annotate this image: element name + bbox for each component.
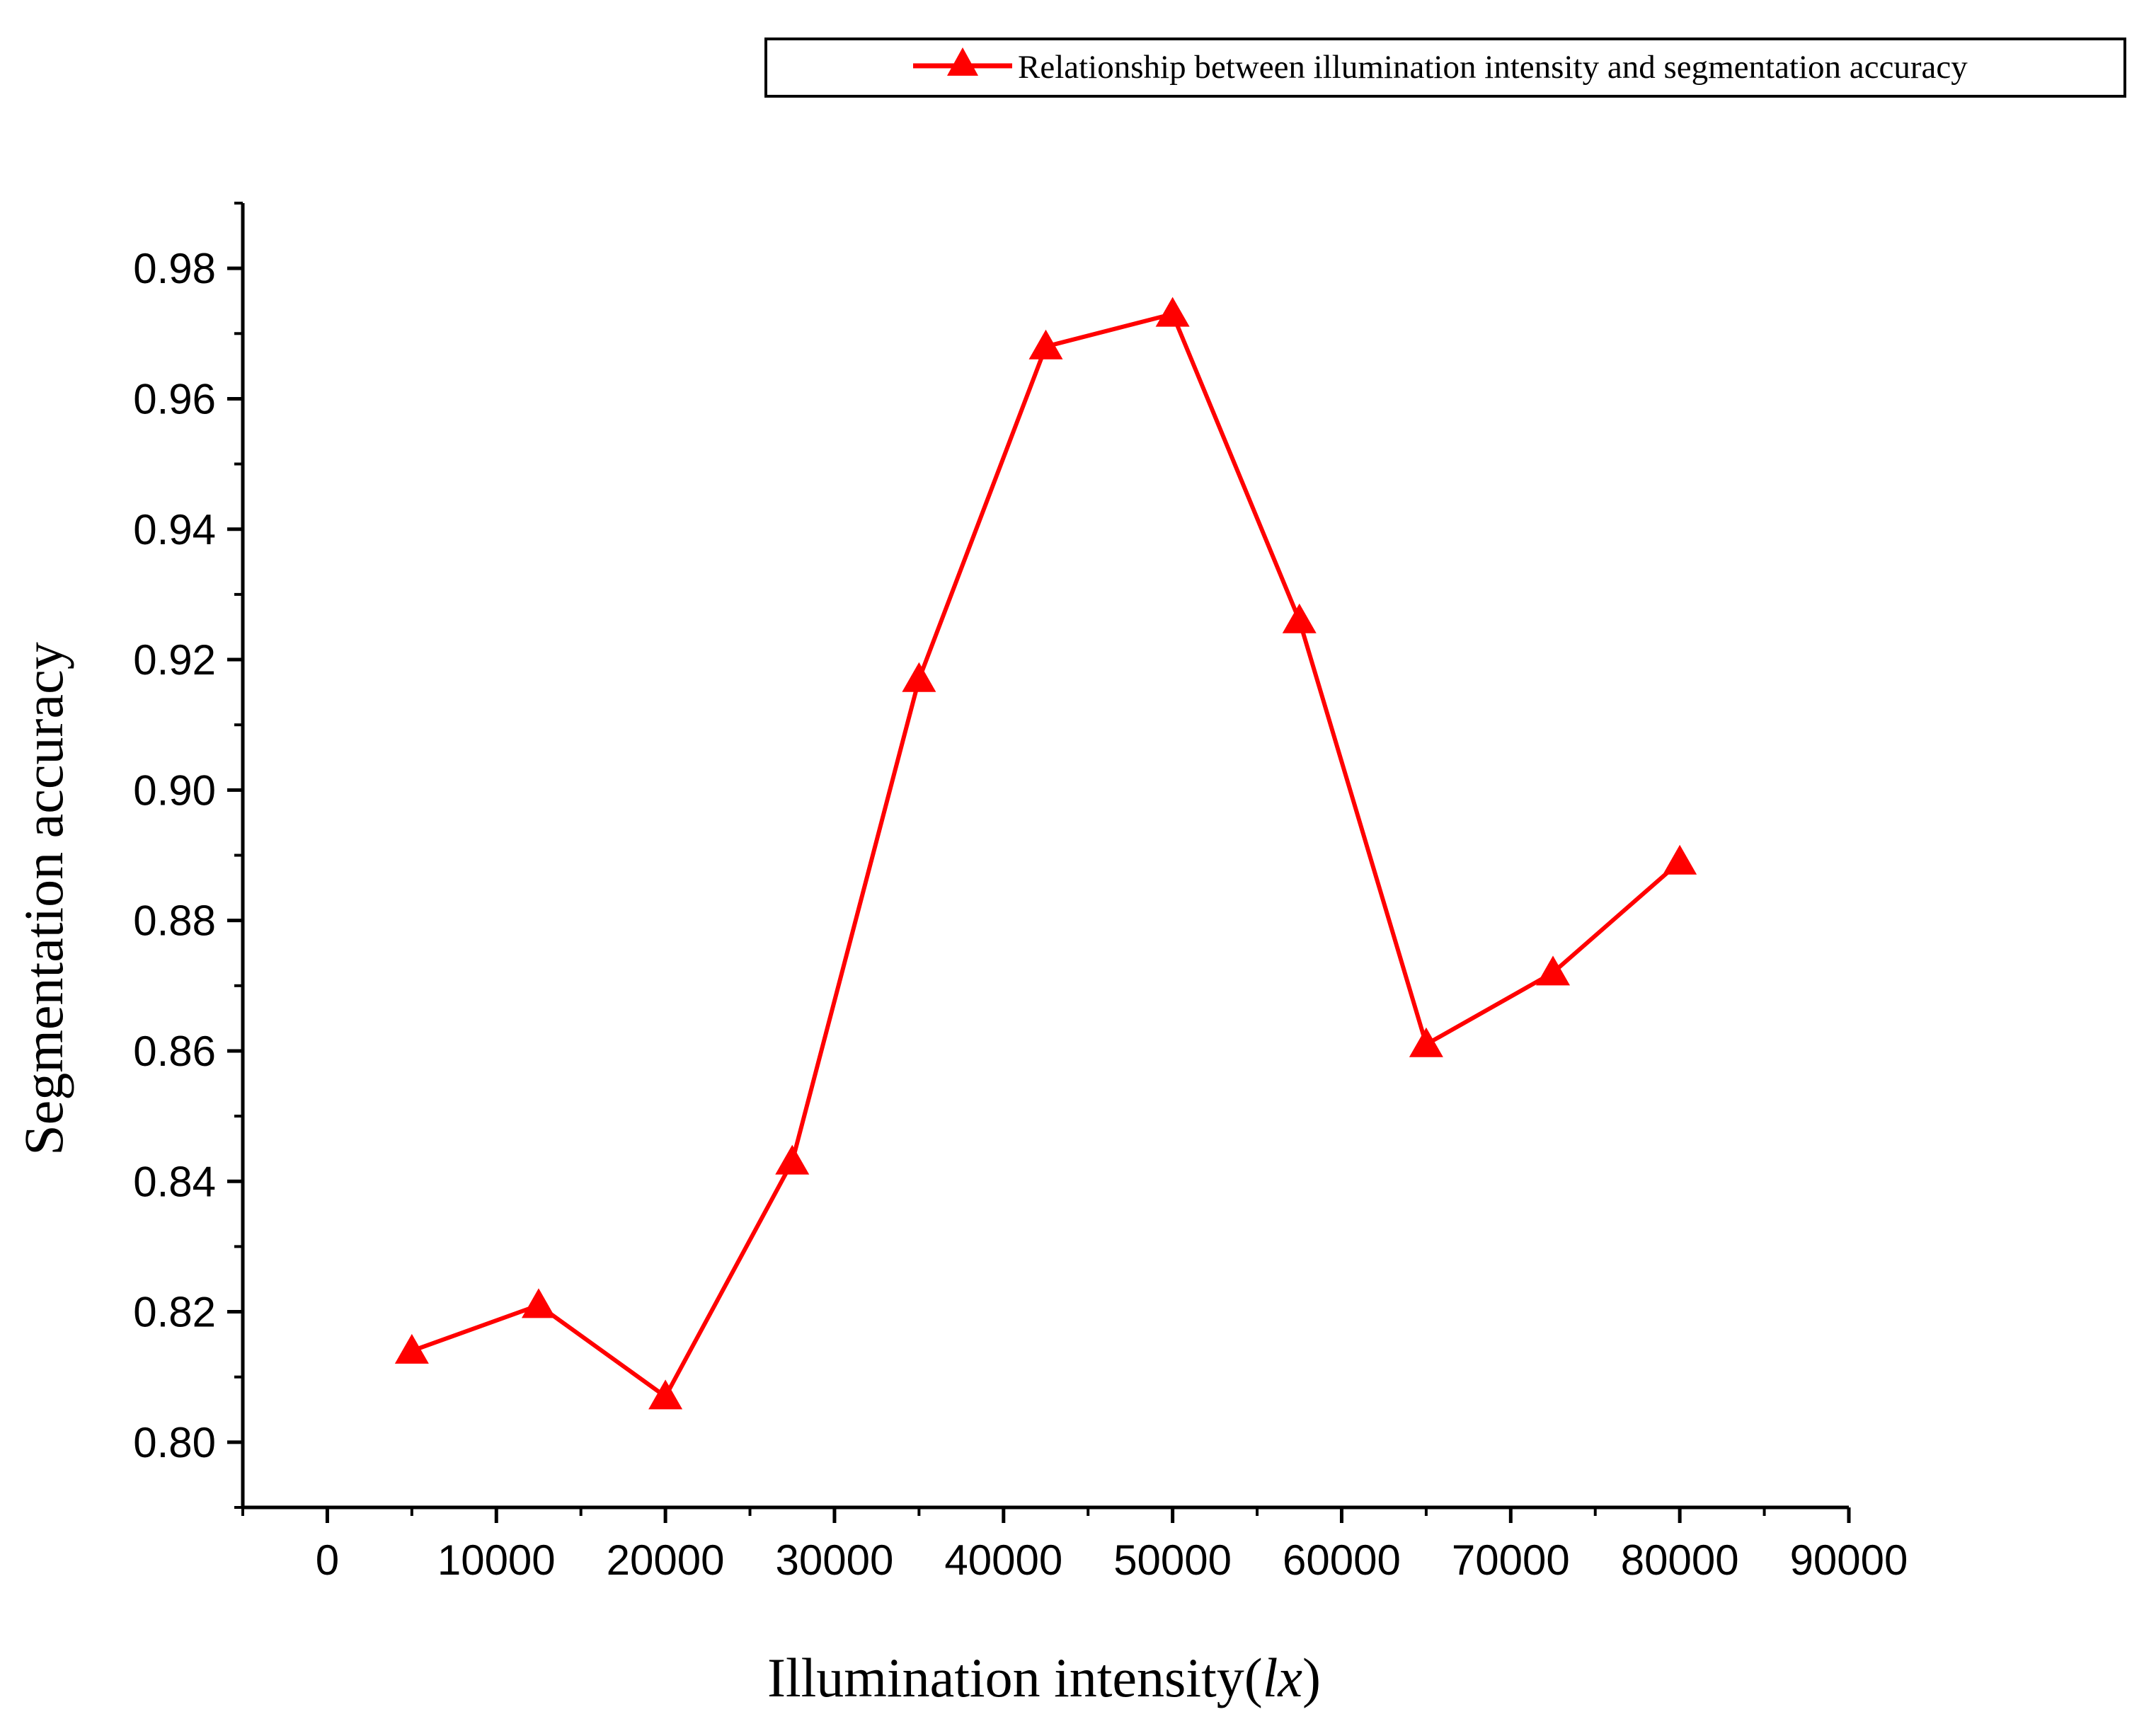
- x-tick-label: 50000: [1113, 1536, 1232, 1584]
- x-tick-label: 40000: [944, 1536, 1062, 1584]
- y-axis-title: Segmentation accuracy: [13, 642, 74, 1156]
- x-tick-label: 10000: [437, 1536, 556, 1584]
- x-axis-title-text: Illumination intensity(: [767, 1647, 1263, 1708]
- x-axis-title-unit: lx: [1263, 1647, 1303, 1708]
- y-tick-label: 0.80: [133, 1419, 216, 1466]
- x-ticks: 0 10000 20000 30000 40000 50000 60000 70000 8000…: [241, 1507, 1908, 1584]
- x-tick-label: 30000: [776, 1536, 894, 1584]
- data-point: [1409, 1027, 1443, 1057]
- data-point: [648, 1379, 683, 1410]
- x-tick-label: 20000: [607, 1536, 725, 1584]
- legend: Relationship between illumination intens…: [764, 38, 2126, 98]
- y-tick-label: 0.94: [133, 506, 216, 553]
- x-tick-label: 80000: [1621, 1536, 1739, 1584]
- y-tick-label: 0.98: [133, 245, 216, 292]
- x-axis-title: Illumination intensity(lx): [767, 1647, 1321, 1708]
- data-point: [394, 1333, 429, 1364]
- x-tick-label: 60000: [1283, 1536, 1401, 1584]
- series-line: [411, 311, 1682, 1399]
- data-point: [1155, 297, 1190, 327]
- legend-label: Relationship between illumination intens…: [1018, 49, 1968, 86]
- y-tick-label: 0.96: [133, 375, 216, 422]
- data-point: [775, 1144, 810, 1175]
- y-tick-label: 0.88: [133, 897, 216, 945]
- y-tick-label: 0.90: [133, 766, 216, 814]
- axes: 0.80 0.82 0.84 0.86 0.88 0.90 0.92 0.94 0.96 0.98…: [133, 202, 1908, 1584]
- data-point: [902, 662, 936, 692]
- x-tick-label: 90000: [1790, 1536, 1908, 1584]
- data-point: [1028, 329, 1063, 360]
- y-tick-label: 0.84: [133, 1158, 216, 1205]
- y-tick-label: 0.82: [133, 1289, 216, 1336]
- data-point: [521, 1288, 556, 1318]
- x-axis-title-close: ): [1302, 1647, 1321, 1708]
- legend-marker: [947, 47, 978, 76]
- y-tick-label: 0.86: [133, 1028, 216, 1075]
- data-point: [1536, 955, 1571, 986]
- x-tick-label: 70000: [1452, 1536, 1570, 1584]
- x-tick-label: 0: [316, 1536, 339, 1584]
- data-point: [1282, 603, 1317, 633]
- y-tick-label: 0.92: [133, 636, 216, 684]
- y-ticks: 0.80 0.82 0.84 0.86 0.88 0.90 0.92 0.94 0.96 0.98: [133, 202, 243, 1509]
- data-point: [1663, 844, 1697, 875]
- series-layer: [394, 297, 1697, 1410]
